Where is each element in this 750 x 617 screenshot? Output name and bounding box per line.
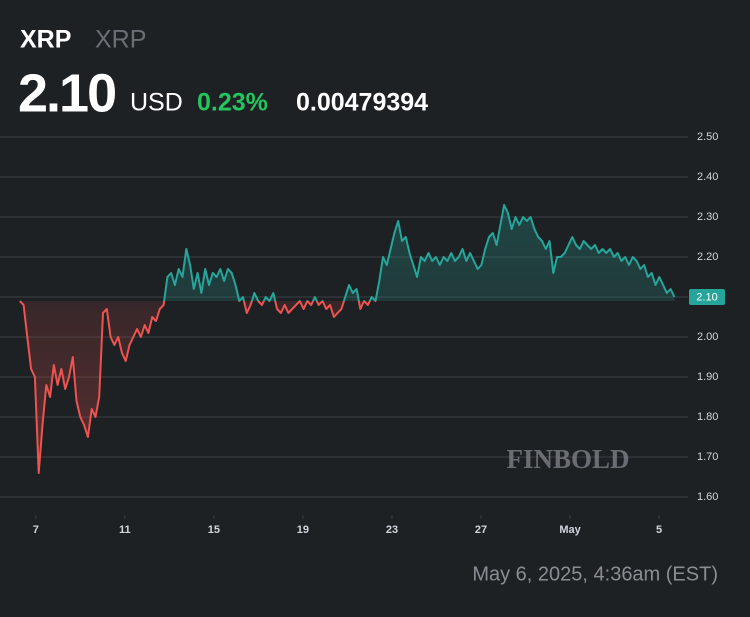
y-tick-label: 1.90 [697, 371, 718, 383]
y-tick-label: 2.00 [697, 331, 718, 343]
last-price-label: 2.10 [696, 291, 717, 303]
x-tick-label: 19 [297, 524, 309, 536]
y-tick-label: 1.60 [697, 491, 718, 503]
last-price-box [689, 289, 725, 305]
y-tick-label: 1.80 [697, 411, 718, 423]
y-tick-label: 2.50 [697, 131, 718, 143]
timestamp: May 6, 2025, 4:36am (EST) [472, 563, 718, 585]
currency: USD [130, 89, 183, 117]
x-tick-label: 23 [386, 524, 398, 536]
y-tick-label: 1.70 [697, 451, 718, 463]
price: 2.10 [18, 63, 115, 123]
x-tick-label: 7 [33, 524, 39, 536]
pair: XRP [95, 26, 146, 54]
x-tick-label: 11 [119, 524, 131, 536]
y-tick-label: 2.40 [697, 171, 718, 183]
y-tick-label: 2.20 [697, 251, 718, 263]
watermark: FINBOLD [506, 444, 629, 474]
x-tick-label: May [559, 524, 581, 536]
area-down [19, 301, 675, 473]
x-tick-label: 15 [208, 524, 220, 536]
y-tick-label: 2.30 [697, 211, 718, 223]
price-line-down [19, 301, 377, 474]
symbol: XRP [20, 26, 71, 54]
price-line-up [19, 204, 676, 301]
x-tick-label: 5 [656, 524, 662, 536]
x-tick-label: 27 [475, 524, 487, 536]
change-abs: 0.00479394 [296, 89, 428, 117]
change-pct: 0.23% [197, 89, 268, 117]
